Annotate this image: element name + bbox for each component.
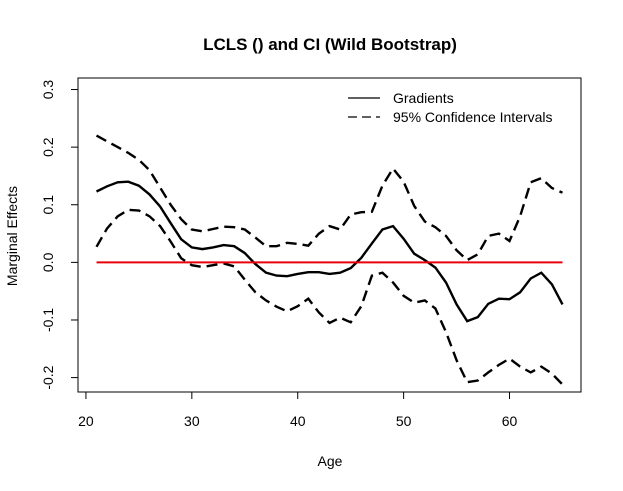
chart-title: LCLS () and CI (Wild Bootstrap) bbox=[203, 35, 457, 54]
legend-label-gradients: Gradients bbox=[393, 90, 454, 106]
y-tick-label: 0.3 bbox=[40, 80, 56, 100]
x-axis-label: Age bbox=[318, 453, 343, 469]
y-tick-label: 0.2 bbox=[40, 137, 56, 157]
x-tick-label: 30 bbox=[184, 413, 200, 429]
y-tick-label: 0.1 bbox=[40, 195, 56, 215]
y-axis-label: Marginal Effects bbox=[4, 186, 20, 286]
y-axis: -0.2 -0.1 0.0 0.1 0.2 0.3 bbox=[40, 80, 79, 390]
y-tick-label: 0.0 bbox=[40, 252, 56, 272]
ci-lower-line bbox=[95, 208, 564, 386]
x-tick-label: 60 bbox=[502, 413, 518, 429]
legend-label-ci: 95% Confidence Intervals bbox=[393, 109, 553, 125]
x-tick-label: 50 bbox=[396, 413, 412, 429]
series-layer bbox=[95, 134, 564, 386]
gradients-line bbox=[95, 180, 564, 323]
plot-frame bbox=[77, 77, 582, 393]
y-tick-label: -0.2 bbox=[40, 365, 56, 389]
y-tick-label: -0.1 bbox=[40, 308, 56, 332]
x-tick-label: 20 bbox=[78, 413, 94, 429]
legend: Gradients 95% Confidence Intervals bbox=[348, 90, 553, 125]
x-tick-label: 40 bbox=[290, 413, 306, 429]
x-axis: 20 30 40 50 60 bbox=[78, 391, 518, 429]
ci-upper-line bbox=[95, 134, 563, 262]
